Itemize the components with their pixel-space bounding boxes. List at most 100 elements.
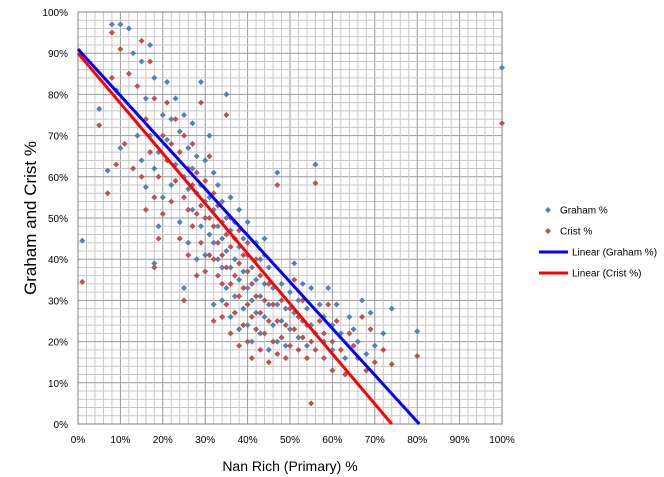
y-tick-label: 50% <box>48 214 68 225</box>
data-point <box>308 400 315 407</box>
data-point <box>202 177 209 184</box>
data-point <box>299 334 306 341</box>
data-point <box>104 167 111 174</box>
trendlines <box>76 48 421 426</box>
data-point <box>223 215 230 221</box>
data-point <box>193 169 200 176</box>
data-point <box>108 29 115 36</box>
data-point <box>176 219 183 226</box>
data-point <box>265 346 272 353</box>
data-point <box>227 264 234 271</box>
x-axis-title: Nan Rich (Primary) % <box>222 458 357 474</box>
data-point <box>253 276 260 283</box>
data-point <box>257 309 264 316</box>
data-point <box>236 276 243 283</box>
data-point <box>320 355 327 362</box>
data-point <box>312 346 319 353</box>
data-point <box>240 268 247 275</box>
data-point <box>113 161 120 168</box>
data-point <box>134 132 141 139</box>
data-point <box>274 182 281 189</box>
data-point <box>265 318 272 324</box>
legend-label: Crist % <box>560 227 592 238</box>
data-point <box>223 231 230 238</box>
data-point <box>231 309 238 316</box>
data-point <box>193 153 200 160</box>
data-point <box>367 309 374 316</box>
data-points <box>79 21 505 407</box>
data-point <box>214 223 221 230</box>
data-point <box>185 186 192 193</box>
x-tick-label: 100% <box>489 435 515 446</box>
data-point <box>320 330 327 337</box>
data-point <box>291 326 298 333</box>
data-point <box>159 194 166 201</box>
data-point <box>248 338 255 345</box>
data-point <box>244 301 251 308</box>
data-point <box>231 272 238 279</box>
x-tick-label: 60% <box>322 435 342 446</box>
data-point <box>236 326 243 333</box>
data-point <box>287 342 293 349</box>
data-point <box>168 116 175 123</box>
data-point <box>240 252 247 259</box>
x-tick-label: 50% <box>280 435 300 446</box>
data-point <box>265 264 272 271</box>
data-point <box>261 280 268 287</box>
data-point <box>219 252 226 259</box>
legend-item: Linear (Graham %) <box>539 248 657 259</box>
gridlines <box>77 11 503 425</box>
data-point <box>359 313 366 320</box>
data-point <box>227 194 234 201</box>
y-axis-title: Graham and Crist % <box>21 141 40 295</box>
data-point <box>308 338 315 345</box>
data-point <box>197 202 204 209</box>
data-point <box>189 120 196 127</box>
y-tick-label: 60% <box>48 173 68 184</box>
data-point <box>96 122 103 129</box>
y-tick-label: 90% <box>48 49 68 60</box>
data-point <box>197 223 204 230</box>
data-point <box>231 256 238 263</box>
data-point <box>282 342 289 349</box>
data-point <box>151 264 158 271</box>
data-point <box>248 313 255 320</box>
data-point <box>206 153 213 160</box>
y-tick-label: 70% <box>48 132 68 143</box>
data-point <box>155 235 162 242</box>
data-point <box>414 353 421 360</box>
data-point <box>138 58 145 65</box>
data-point <box>329 367 336 374</box>
data-point <box>214 256 221 263</box>
data-point <box>414 328 421 335</box>
y-tick-label: 0% <box>54 420 69 431</box>
data-point <box>168 198 175 205</box>
data-point <box>312 179 319 186</box>
data-point <box>371 342 378 349</box>
data-point <box>316 301 323 308</box>
data-point <box>240 305 247 312</box>
data-point <box>197 79 204 86</box>
data-point <box>299 280 306 287</box>
data-point <box>172 95 179 102</box>
data-point <box>346 330 353 337</box>
data-point <box>248 297 255 304</box>
data-point <box>270 338 277 345</box>
data-point <box>244 268 251 275</box>
data-point <box>210 256 217 263</box>
data-point <box>329 338 336 345</box>
data-point <box>278 280 285 287</box>
data-point <box>168 182 175 189</box>
legend-label: Linear (Graham %) <box>572 248 657 259</box>
data-point <box>181 112 187 118</box>
data-point <box>197 99 204 106</box>
x-tick-label: 20% <box>153 435 173 446</box>
y-tick-label: 80% <box>48 90 68 101</box>
data-point <box>223 285 230 292</box>
data-point <box>219 280 226 287</box>
data-point <box>265 301 272 308</box>
data-point <box>223 112 230 118</box>
data-point <box>185 144 192 151</box>
data-point <box>227 243 234 250</box>
data-point <box>261 235 268 242</box>
